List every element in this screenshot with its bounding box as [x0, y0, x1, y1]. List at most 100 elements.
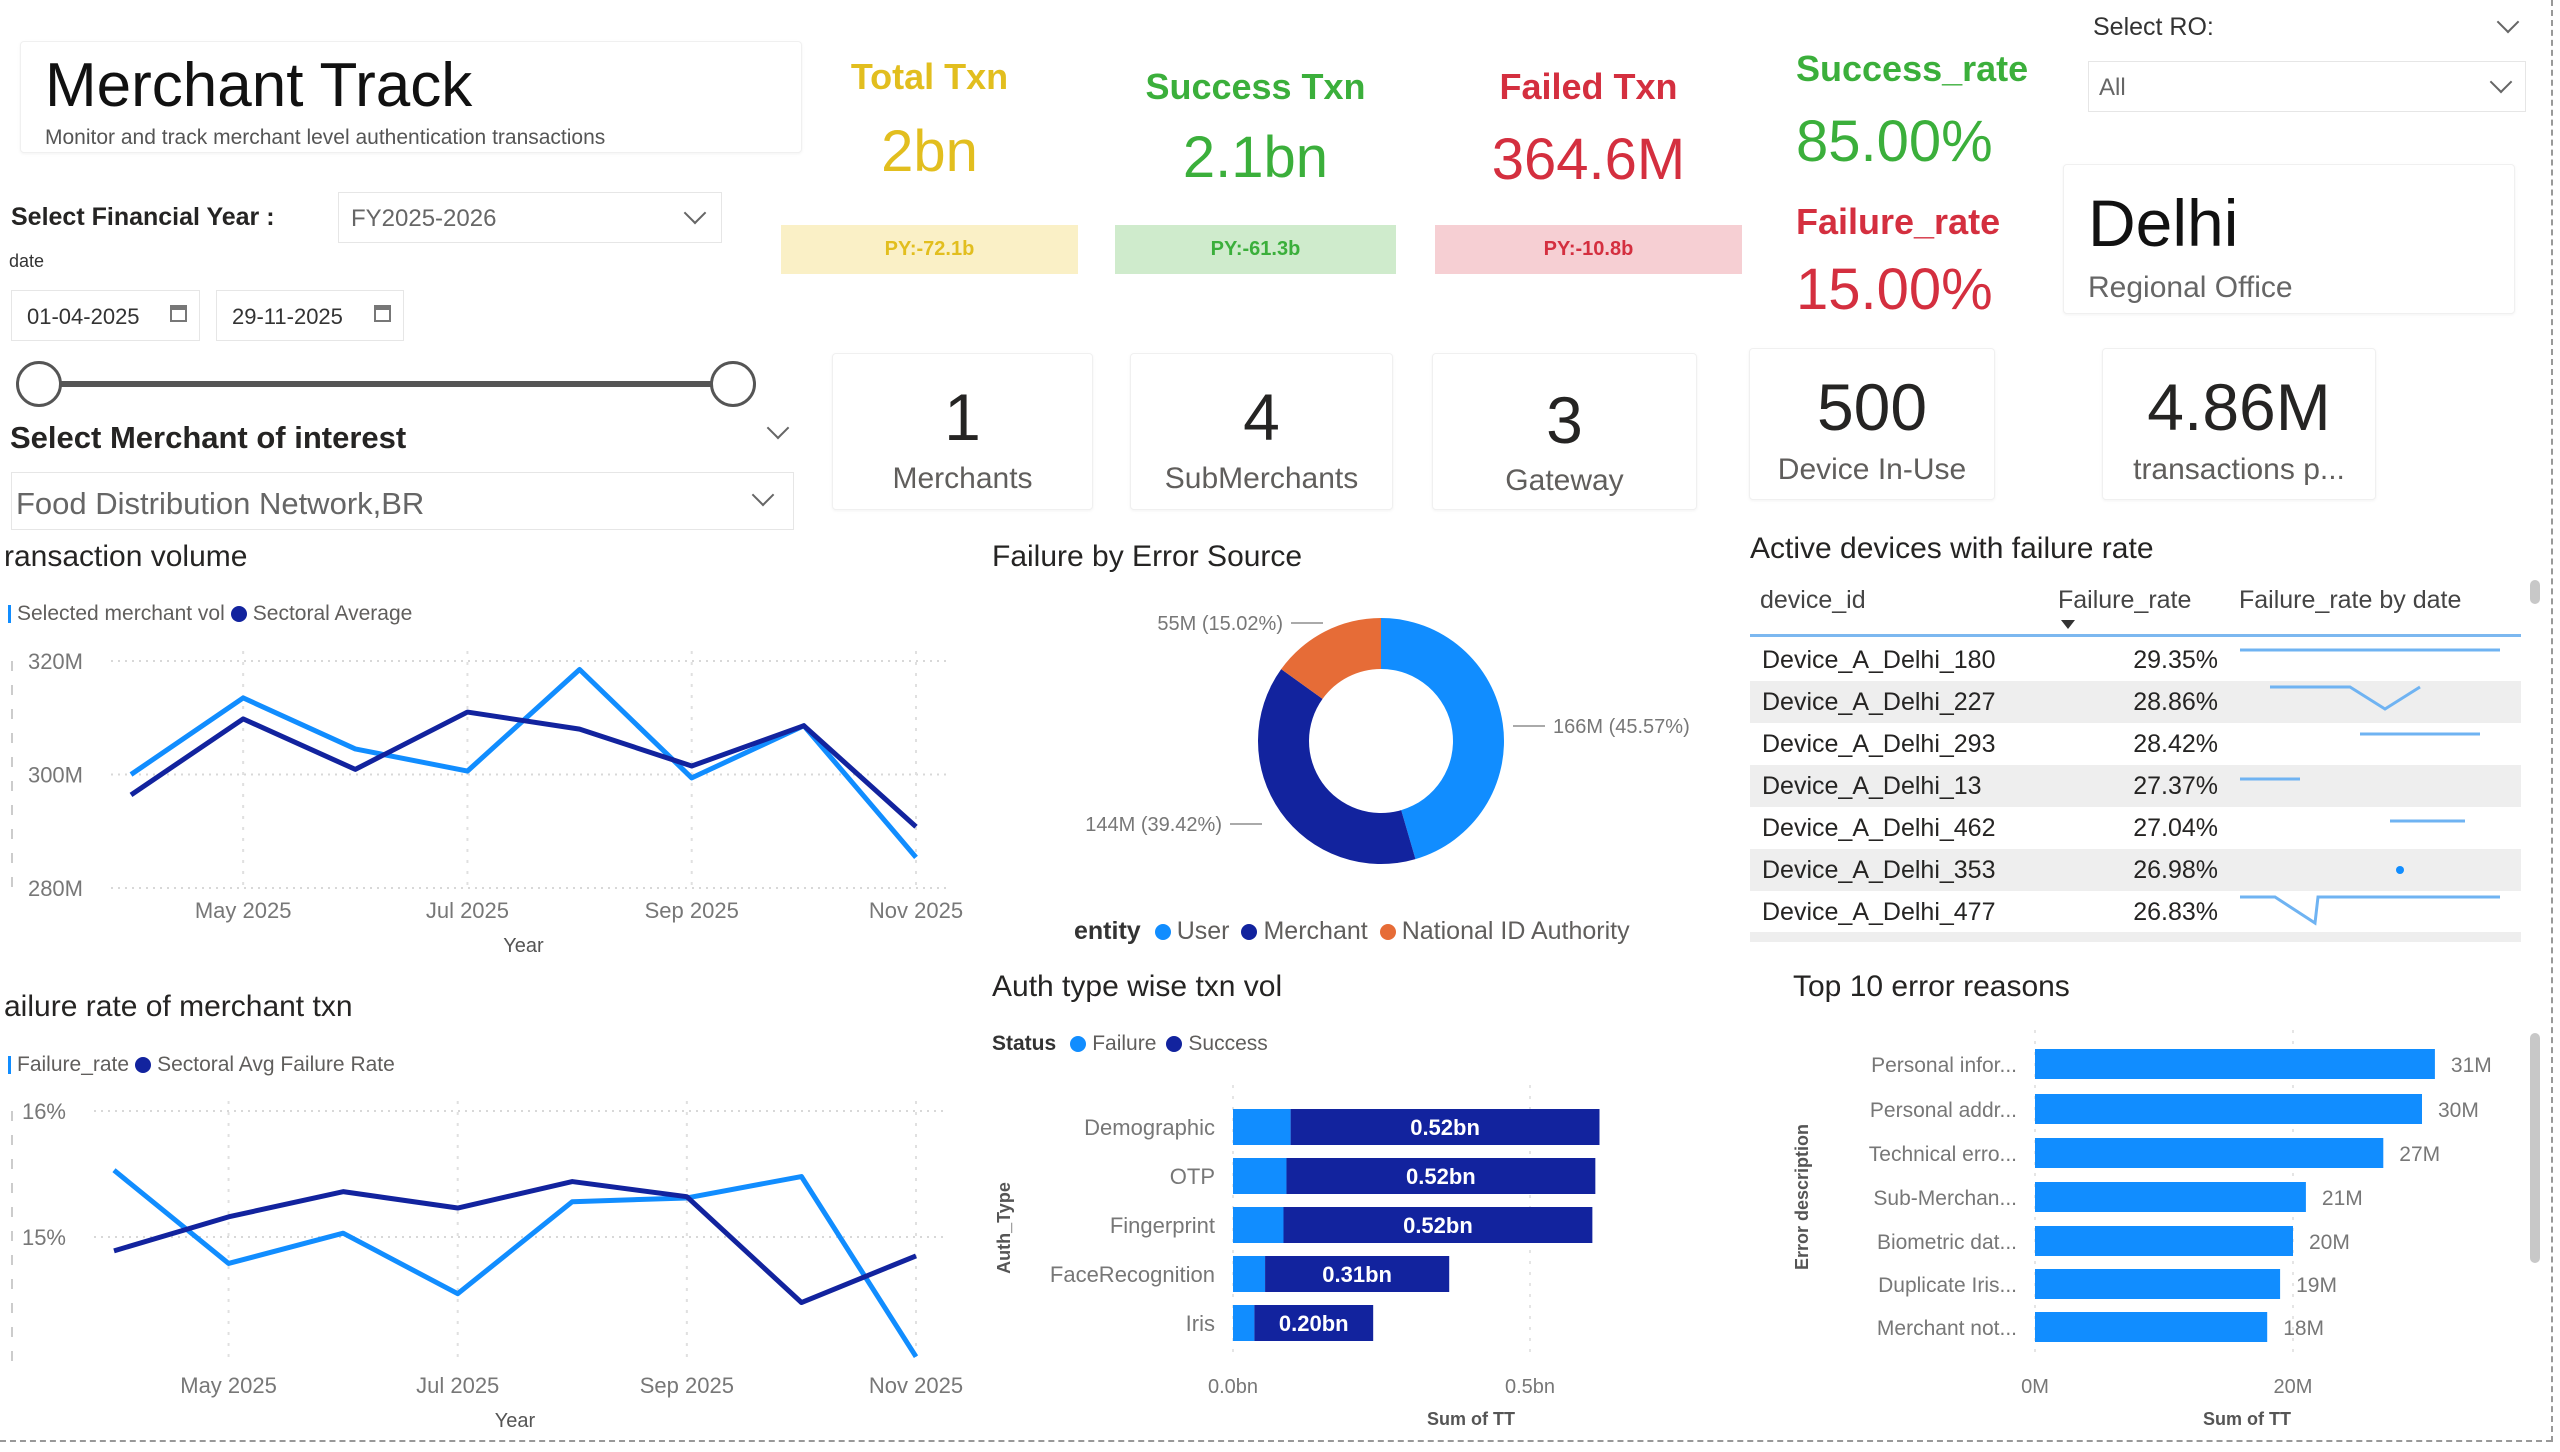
legend-marker — [8, 1056, 11, 1074]
category-label: Personal addr... — [1870, 1099, 2017, 1122]
date-end-value: 29-11-2025 — [232, 304, 343, 329]
category-label: Demographic — [1084, 1115, 1215, 1140]
bar — [2035, 1182, 2306, 1212]
legend-item[interactable]: Sectoral Average — [252, 602, 413, 625]
legend-marker — [1379, 923, 1396, 940]
failure-rate-sparkline — [2390, 819, 2465, 823]
table-row[interactable]: Device_A_Delhi_477 26.83% — [1750, 891, 2521, 933]
data-label: 20M — [2309, 1231, 2350, 1254]
bar-success — [1286, 1158, 1596, 1194]
failure-rate-sparkline — [2360, 732, 2480, 736]
table-row-partial — [1750, 932, 2521, 942]
legend-item[interactable]: Sectoral Avg Failure Rate — [157, 1053, 395, 1076]
legend-item[interactable]: Merchant — [1263, 917, 1368, 945]
failed-txn-label: Failed Txn — [1499, 66, 1678, 107]
bar — [2035, 1094, 2422, 1124]
success-rate-value: 85.00% — [1796, 109, 1993, 174]
failure-rate-value: 15.00% — [1796, 257, 1993, 322]
device-id-cell: Device_A_Delhi_13 — [1762, 772, 1982, 800]
ro-value: All — [2099, 74, 2126, 101]
success-txn-label: Success Txn — [1145, 66, 1366, 107]
category-label: Personal infor... — [1871, 1054, 2017, 1077]
date-slider-end-handle[interactable] — [710, 361, 756, 407]
submerchants-count: 4 — [1243, 380, 1280, 454]
failure-rate-cell: 28.42% — [2133, 730, 2218, 758]
legend-item[interactable]: Failure — [1092, 1032, 1157, 1055]
series-line-sectoral — [113, 1179, 917, 1306]
x-tick-label: 0.0bn — [1208, 1376, 1258, 1398]
submerchants-label: SubMerchants — [1164, 462, 1359, 495]
date-start-input[interactable]: 01-04-2025 — [11, 290, 200, 341]
legend-marker — [135, 1057, 152, 1073]
chevron-down-icon[interactable] — [2496, 10, 2520, 34]
devices-card: 500 Device In-Use — [1749, 348, 1995, 500]
table-row[interactable]: Device_A_Delhi_13 27.37% — [1750, 765, 2521, 807]
chevron-down-icon — [683, 201, 707, 225]
success-txn-py: PY:-61.3b — [1115, 225, 1396, 274]
legend-item[interactable]: National ID Authority — [1401, 917, 1630, 945]
legend-item[interactable]: Success — [1188, 1032, 1268, 1055]
column-header-failure-rate-by-date[interactable]: Failure_rate by date — [2239, 586, 2462, 614]
data-label: 30M — [2438, 1099, 2479, 1122]
table-row[interactable]: Device_A_Delhi_462 27.04% — [1750, 807, 2521, 849]
total-txn-py: PY:-72.1b — [781, 225, 1078, 274]
failed-txn-value: 364.6M — [1491, 127, 1686, 192]
errors-chart-scrollbar[interactable] — [2530, 1033, 2540, 1263]
chevron-down-icon[interactable] — [766, 416, 790, 440]
table-row[interactable]: Device_A_Delhi_353 26.98% — [1750, 849, 2521, 891]
merchant-dropdown[interactable]: Food Distribution Network,BR — [11, 472, 794, 530]
category-label: Fingerprint — [1110, 1213, 1215, 1238]
data-label: 21M — [2322, 1187, 2363, 1210]
success-txn-value: 2.1bn — [1182, 125, 1329, 190]
data-label: 18M — [2283, 1317, 2324, 1340]
column-header-device-id[interactable]: device_id — [1760, 586, 1866, 614]
bar — [2035, 1226, 2293, 1256]
series-line-sectoral — [129, 709, 918, 829]
failure-rate-cell: 26.98% — [2133, 856, 2218, 884]
y-tick-label: 300M — [28, 763, 83, 788]
failure-rate-sparkline — [2240, 895, 2500, 926]
device-id-cell: Device_A_Delhi_293 — [1762, 730, 1996, 758]
donut-slice-user — [1381, 618, 1504, 860]
x-tick-label: Jul 2025 — [416, 1373, 499, 1398]
sort-descending-icon[interactable] — [2061, 620, 2075, 629]
table-row[interactable]: Device_A_Delhi_293 28.42% — [1750, 723, 2521, 765]
data-label: 55M (15.02%) — [1157, 613, 1283, 635]
date-start-value: 01-04-2025 — [27, 304, 140, 329]
legend-item[interactable]: Selected merchant vol — [17, 602, 225, 625]
device-id-cell: Device_A_Delhi_477 — [1762, 898, 1996, 926]
y-axis-title: Error description — [1792, 1124, 1812, 1270]
legend-item[interactable]: User — [1176, 917, 1230, 945]
date-end-input[interactable]: 29-11-2025 — [216, 290, 404, 341]
data-label: 0.20bn — [1279, 1311, 1349, 1336]
category-label: Duplicate Iris... — [1878, 1274, 2017, 1297]
table-row[interactable]: Device_A_Delhi_180 29.35% — [1750, 639, 2521, 681]
data-label: 0.31bn — [1322, 1262, 1392, 1287]
failure-rate-cell: 28.86% — [2133, 688, 2218, 716]
table-row[interactable]: Device_A_Delhi_227 28.86% — [1750, 681, 2521, 723]
bar-success — [1290, 1109, 1600, 1145]
page-title: Merchant Track — [45, 51, 473, 120]
fy-dropdown[interactable]: FY2025-2026 — [338, 192, 722, 243]
device-table-scrollbar[interactable] — [2530, 580, 2540, 604]
merchants-label: Merchants — [892, 462, 1033, 495]
device-id-cell: Device_A_Delhi_353 — [1762, 856, 1996, 884]
column-header-failure-rate[interactable]: Failure_rate — [2058, 586, 2192, 614]
ro-dropdown[interactable]: All — [2088, 61, 2526, 112]
y-axis-title: Auth_Type — [994, 1182, 1014, 1274]
series-line-merchant — [129, 667, 918, 859]
canvas-border-bottom — [0, 1440, 2552, 1442]
transactions-label: transactions p... — [2133, 453, 2345, 486]
x-tick-label: 20M — [2274, 1376, 2313, 1398]
submerchants-card: 4 SubMerchants — [1130, 353, 1393, 510]
calendar-icon[interactable] — [170, 305, 187, 322]
category-label: Sub-Merchan... — [1873, 1187, 2017, 1210]
y-tick-label: 15% — [22, 1225, 66, 1250]
date-slider-start-handle[interactable] — [16, 361, 62, 407]
x-tick-label: Sep 2025 — [640, 1373, 734, 1398]
legend-item[interactable]: Failure_rate — [17, 1053, 130, 1076]
calendar-icon[interactable] — [374, 305, 391, 322]
merchants-card: 1 Merchants — [832, 353, 1093, 510]
date-range-slider[interactable] — [39, 381, 733, 387]
success-rate-label: Success_rate — [1796, 48, 2029, 89]
